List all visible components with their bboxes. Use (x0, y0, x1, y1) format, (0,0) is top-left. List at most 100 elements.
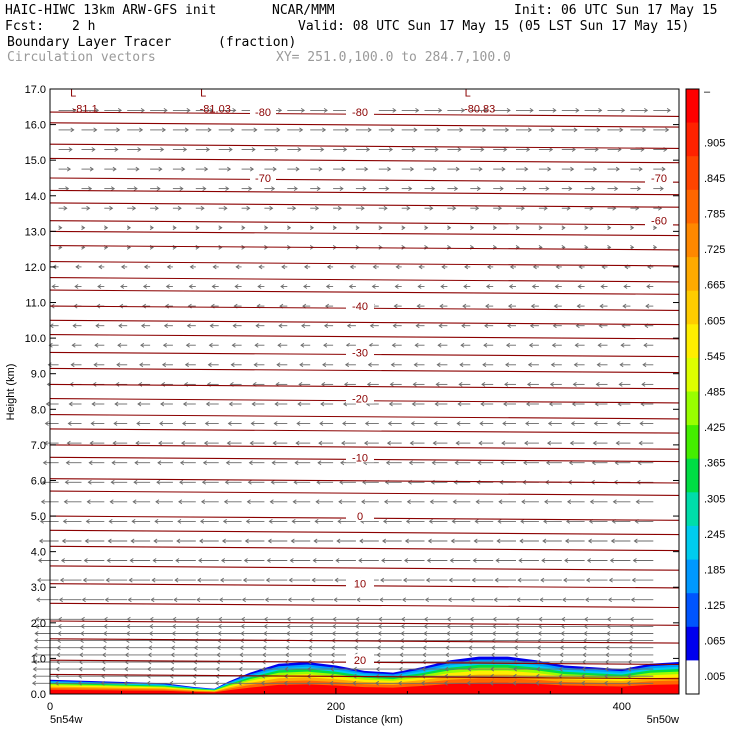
wind-vector-head (107, 538, 112, 544)
wind-vector-head (411, 401, 416, 407)
wind-vector-head (89, 440, 94, 446)
wind-vector-head (369, 323, 374, 329)
wind-vector-head (593, 166, 598, 172)
wind-vector-head (195, 616, 200, 622)
wind-vector-head (399, 638, 405, 643)
wind-vector-head (505, 127, 510, 133)
wind-vector-head (610, 538, 615, 544)
wind-vector-head (136, 421, 141, 426)
colorbar-swatch (686, 357, 699, 392)
wind-vector-head (525, 401, 531, 407)
wind-vector-head (520, 519, 525, 524)
wind-vector-head (439, 303, 444, 309)
wind-vector-head (424, 225, 429, 231)
wind-vector-head (489, 680, 494, 686)
wind-vector-head (258, 264, 263, 270)
colorbar-label: .065 (704, 636, 725, 648)
wind-vector-head (517, 577, 522, 583)
wind-vector-head (179, 460, 185, 466)
wind-vector-head (135, 440, 140, 446)
wind-vector-head (290, 538, 295, 544)
wind-vector-head (173, 597, 178, 603)
wind-vector-head (385, 186, 390, 191)
wind-vector-head (300, 342, 305, 348)
wind-vector-head (294, 460, 299, 466)
wind-vector-head (207, 362, 212, 368)
colorbar-swatch (686, 458, 699, 493)
wind-vector-head (63, 499, 68, 505)
colorbar-label: .425 (704, 422, 725, 434)
colorbar-swatch (686, 89, 699, 124)
wind-vector-head (414, 342, 419, 348)
x-tick-label: 400 (613, 701, 631, 713)
y-tick-label: 7.0 (31, 440, 46, 452)
wind-vector-head (109, 499, 114, 505)
wind-vector-head (363, 440, 369, 446)
wind-vector-head (431, 460, 436, 466)
wind-vector-head (44, 421, 49, 426)
wind-vector-head (88, 186, 93, 191)
wind-vector-head (332, 624, 337, 629)
x-tick-label: 200 (327, 701, 345, 713)
colorbar: – .905 .845 .785 .725 .665 .605 .545 .485 .425 .36… (685, 86, 725, 695)
wind-vector-head (158, 440, 163, 446)
colorbar-swatch (686, 324, 699, 359)
wind-vector-head (421, 666, 426, 672)
temperature-contour (49, 367, 680, 374)
wind-vector-head (113, 421, 118, 426)
temperature-contour (49, 202, 680, 208)
wind-vector-head (330, 645, 336, 651)
wind-vector-head (188, 284, 193, 289)
wind-vector-head (522, 186, 527, 191)
contour-label: -20 (352, 394, 368, 406)
wind-vector-head (42, 460, 47, 466)
temperature-contour (49, 620, 680, 626)
y-tick-label: 4.0 (31, 547, 46, 559)
wind-vector-head (139, 362, 144, 368)
wind-vector-head (575, 108, 580, 113)
wind-vector-head (150, 597, 155, 603)
wind-vector-head (459, 362, 464, 368)
wind-vector-head (646, 284, 651, 289)
wind-vector-head (383, 499, 389, 505)
wind-vector-head (599, 303, 604, 309)
wind-vector-head (355, 225, 360, 231)
wind-vector-head (132, 499, 137, 505)
colorbar-swatch (686, 156, 699, 191)
wind-vector-head (207, 127, 212, 133)
wind-vector-head (222, 519, 227, 524)
wind-vector-head (482, 127, 487, 133)
wind-vector-head (246, 205, 251, 211)
wind-vector-head (529, 108, 534, 113)
wind-vector-head (421, 673, 426, 679)
wind-vector-head (171, 631, 176, 636)
contour-label-bg (645, 214, 673, 226)
wind-vector-head (550, 127, 555, 133)
wind-vector-head (264, 225, 269, 231)
wind-vector-head (223, 205, 228, 211)
wind-vector-head (536, 645, 541, 651)
wind-vector-head (104, 597, 109, 603)
wind-vector-head (297, 147, 302, 152)
tracer-band (50, 682, 679, 694)
wind-vector-head (638, 166, 643, 172)
wind-vector-head (342, 421, 347, 426)
wind-vector-head (376, 645, 381, 651)
wind-vector-head (257, 284, 262, 289)
wind-vector-head (101, 652, 107, 658)
wind-vector-head (434, 401, 439, 407)
wind-vector-head (105, 577, 110, 583)
temperature-contour (49, 189, 680, 196)
wind-vector-head (40, 499, 45, 505)
y-tick-label: 3.0 (31, 582, 46, 594)
wind-vector-head (120, 284, 125, 289)
temperature-contour (49, 143, 680, 149)
wind-vector-head (560, 624, 565, 629)
colorbar-label: .545 (704, 351, 725, 363)
wind-vector-head (478, 440, 483, 446)
wind-vector-head (311, 577, 316, 583)
wind-vector-head (176, 538, 181, 544)
wind-vector-head (566, 499, 572, 505)
wind-vector-head (583, 616, 589, 622)
wind-vector-head (270, 479, 275, 485)
